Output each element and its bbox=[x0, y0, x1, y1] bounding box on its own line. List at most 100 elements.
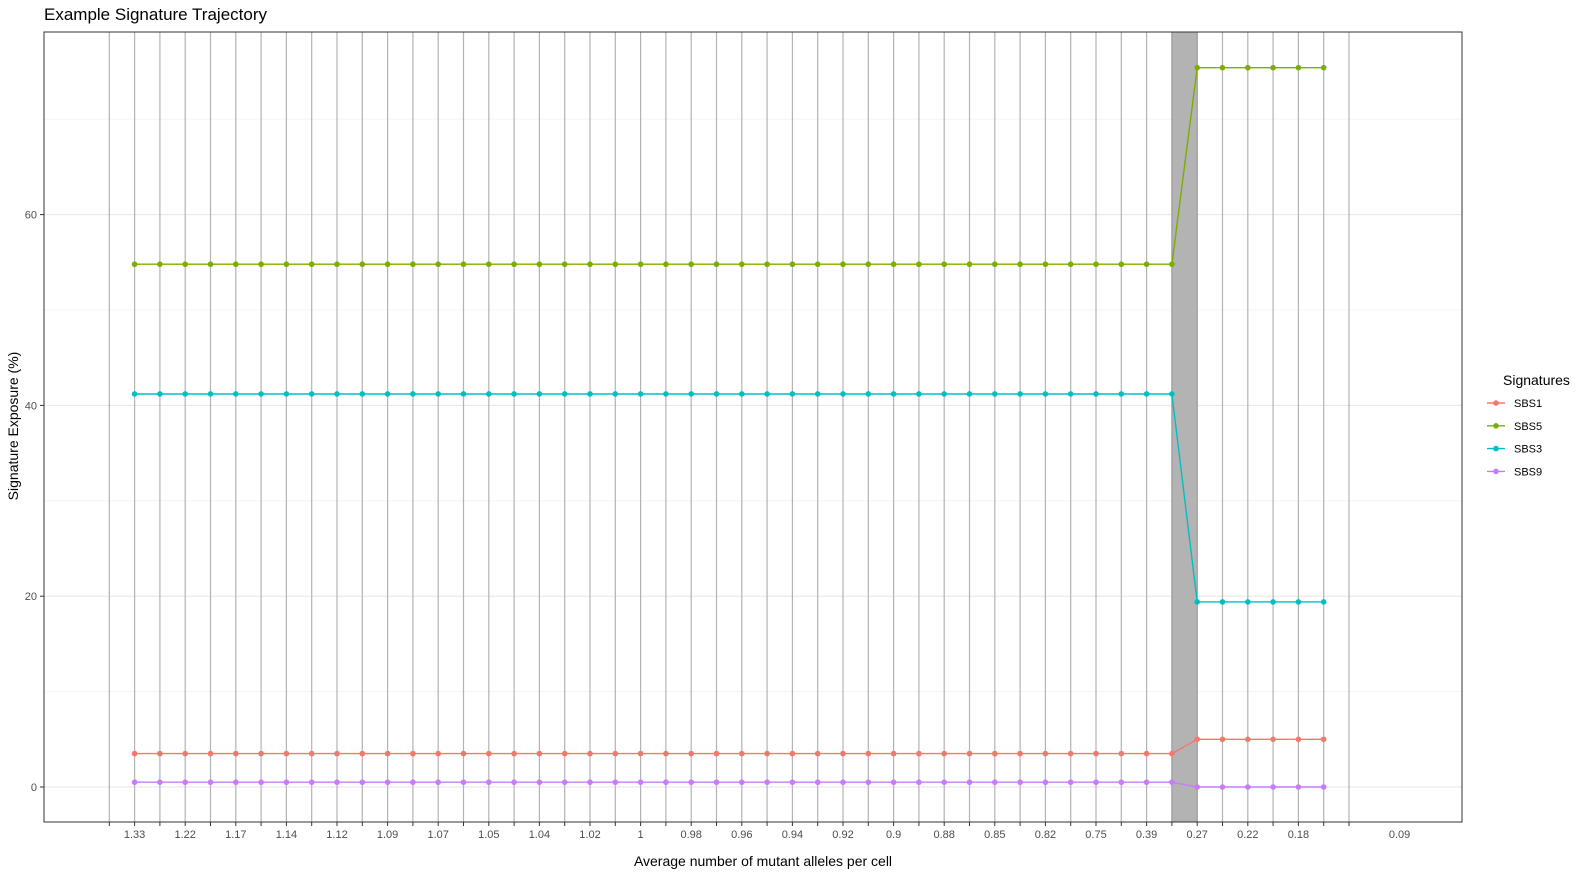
data-point-SBS1 bbox=[1118, 750, 1125, 757]
x-tick-label: 0.96 bbox=[731, 829, 752, 841]
data-point-SBS9 bbox=[587, 779, 593, 786]
data-point-SBS5 bbox=[612, 261, 619, 268]
y-axis-title: Signature Exposure (%) bbox=[5, 352, 21, 501]
data-point-SBS9 bbox=[1194, 784, 1200, 790]
data-point-SBS9 bbox=[384, 779, 391, 786]
data-point-SBS1 bbox=[384, 750, 391, 757]
data-point-SBS1 bbox=[663, 750, 669, 757]
data-point-SBS5 bbox=[536, 261, 543, 268]
data-point-SBS9 bbox=[207, 779, 214, 786]
data-point-SBS5 bbox=[131, 261, 138, 268]
data-point-SBS1 bbox=[1194, 736, 1200, 743]
data-point-SBS3 bbox=[663, 391, 669, 397]
data-point-SBS9 bbox=[410, 779, 416, 786]
data-point-SBS3 bbox=[1143, 391, 1150, 397]
data-point-SBS1 bbox=[840, 750, 846, 757]
x-tick-label: 1.33 bbox=[124, 829, 145, 841]
data-point-SBS5 bbox=[739, 261, 745, 268]
data-point-SBS9 bbox=[637, 779, 644, 786]
data-point-SBS9 bbox=[916, 779, 922, 786]
x-tick-label: 0.92 bbox=[832, 829, 853, 841]
data-point-SBS3 bbox=[1093, 391, 1099, 397]
data-point-SBS3 bbox=[359, 391, 366, 397]
data-point-SBS9 bbox=[233, 779, 239, 786]
data-point-SBS1 bbox=[157, 750, 163, 757]
x-tick-label: 0.39 bbox=[1136, 829, 1157, 841]
data-point-SBS3 bbox=[1067, 391, 1074, 397]
y-tick-label: 20 bbox=[25, 591, 37, 603]
x-tick-label: 0.09 bbox=[1389, 829, 1410, 841]
data-point-SBS1 bbox=[814, 750, 821, 757]
data-point-SBS9 bbox=[739, 779, 745, 786]
data-point-SBS1 bbox=[637, 750, 644, 757]
data-point-SBS5 bbox=[1295, 64, 1302, 71]
data-point-SBS9 bbox=[1118, 779, 1125, 786]
data-point-SBS3 bbox=[308, 391, 315, 397]
data-point-SBS9 bbox=[1017, 779, 1023, 786]
data-point-SBS5 bbox=[1067, 261, 1074, 268]
data-point-SBS9 bbox=[663, 779, 669, 786]
data-point-SBS5 bbox=[460, 261, 467, 268]
data-point-SBS5 bbox=[1169, 261, 1175, 268]
x-tick-label: 0.98 bbox=[680, 829, 701, 841]
x-tick-label: 1.02 bbox=[579, 829, 600, 841]
data-point-SBS3 bbox=[384, 391, 391, 397]
data-point-SBS9 bbox=[258, 779, 264, 786]
data-point-SBS9 bbox=[283, 779, 290, 786]
x-tick-label: 1.14 bbox=[276, 829, 297, 841]
data-point-SBS1 bbox=[511, 750, 517, 757]
data-point-SBS1 bbox=[1245, 736, 1251, 743]
data-point-SBS3 bbox=[1320, 599, 1327, 605]
data-point-SBS5 bbox=[283, 261, 290, 268]
x-tick-label: 1.04 bbox=[529, 829, 550, 841]
x-tick-label: 1.22 bbox=[174, 829, 195, 841]
data-point-SBS1 bbox=[916, 750, 922, 757]
data-point-SBS3 bbox=[1219, 599, 1226, 605]
data-point-SBS1 bbox=[308, 750, 315, 757]
data-point-SBS9 bbox=[131, 779, 138, 786]
data-point-SBS5 bbox=[713, 261, 720, 268]
legend-label-SBS5: SBS5 bbox=[1514, 421, 1542, 433]
x-tick-label: 1.17 bbox=[225, 829, 246, 841]
series-line-SBS1 bbox=[134, 738, 1324, 755]
data-point-SBS3 bbox=[941, 391, 947, 397]
data-point-SBS1 bbox=[612, 750, 619, 757]
data-point-SBS9 bbox=[1042, 779, 1049, 786]
data-point-SBS5 bbox=[1118, 261, 1125, 268]
data-point-SBS5 bbox=[258, 261, 264, 268]
x-tick-label: 0.27 bbox=[1186, 829, 1207, 841]
data-point-SBS5 bbox=[663, 261, 669, 268]
data-point-SBS3 bbox=[713, 391, 720, 397]
data-point-SBS5 bbox=[1320, 64, 1327, 71]
data-point-SBS3 bbox=[966, 391, 973, 397]
data-point-SBS5 bbox=[1017, 261, 1023, 268]
data-point-SBS1 bbox=[688, 750, 694, 757]
data-point-SBS9 bbox=[1143, 779, 1150, 786]
data-point-SBS9 bbox=[1270, 784, 1276, 790]
x-tick-label: 0.75 bbox=[1085, 829, 1106, 841]
data-point-SBS1 bbox=[182, 750, 188, 757]
y-tick-label: 0 bbox=[31, 782, 37, 794]
data-point-SBS1 bbox=[1042, 750, 1049, 757]
data-point-SBS3 bbox=[283, 391, 290, 397]
data-point-SBS3 bbox=[612, 391, 619, 397]
data-point-SBS3 bbox=[511, 391, 517, 397]
data-point-SBS3 bbox=[1042, 391, 1049, 397]
data-point-SBS1 bbox=[890, 750, 897, 757]
data-point-SBS9 bbox=[865, 779, 872, 786]
x-tick-label: 0.18 bbox=[1288, 829, 1309, 841]
panel-background bbox=[44, 32, 1462, 822]
x-tick-label: 1.05 bbox=[478, 829, 499, 841]
data-point-SBS9 bbox=[536, 779, 543, 786]
data-point-SBS3 bbox=[764, 391, 770, 397]
legend-key-point-SBS5 bbox=[1493, 423, 1499, 429]
data-point-SBS9 bbox=[486, 779, 492, 786]
data-point-SBS3 bbox=[207, 391, 214, 397]
x-tick-label: 0.82 bbox=[1035, 829, 1056, 841]
data-point-SBS1 bbox=[131, 750, 138, 757]
data-point-SBS9 bbox=[814, 779, 821, 786]
data-point-SBS5 bbox=[384, 261, 391, 268]
data-point-SBS5 bbox=[410, 261, 416, 268]
series-line-SBS9 bbox=[134, 781, 1324, 788]
data-point-SBS3 bbox=[865, 391, 872, 397]
